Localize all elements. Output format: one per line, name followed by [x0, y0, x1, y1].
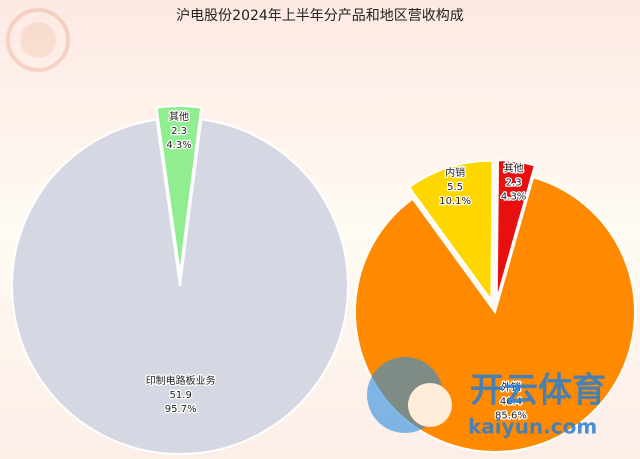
- slice-category: 印制电路板业务: [146, 374, 216, 387]
- slice-percent: 4.3%: [166, 140, 191, 151]
- slice-percent: 4.3%: [501, 191, 526, 202]
- watermark-site: kaiyun.com: [468, 415, 597, 439]
- slice-category: 其他: [504, 161, 524, 174]
- logo: [6, 8, 70, 72]
- slice-category: 外销: [501, 381, 521, 394]
- slice-value: 2.3: [506, 177, 522, 188]
- slice-value: 2.3: [171, 126, 187, 137]
- slice-value: 5.5: [447, 182, 463, 193]
- pie-slice: [407, 159, 494, 304]
- watermark: 开云体育 kaiyun.com: [367, 357, 606, 439]
- slice-category: 其他: [169, 110, 189, 123]
- pie-slice: [11, 118, 349, 455]
- watermark-brand: 开云体育: [470, 371, 606, 411]
- slice-percent: 85.6%: [495, 411, 527, 422]
- chart-title: 沪电股份2024年上半年分产品和地区营收构成: [176, 8, 464, 24]
- slice-category: 内销: [445, 166, 465, 179]
- pie-slice: [495, 159, 537, 301]
- slice-percent: 95.7%: [165, 404, 197, 415]
- slice-percent: 10.1%: [439, 196, 471, 207]
- pie-slice: [155, 105, 203, 275]
- slice-value: 51.9: [170, 390, 192, 401]
- slice-value: 46.4: [500, 397, 522, 408]
